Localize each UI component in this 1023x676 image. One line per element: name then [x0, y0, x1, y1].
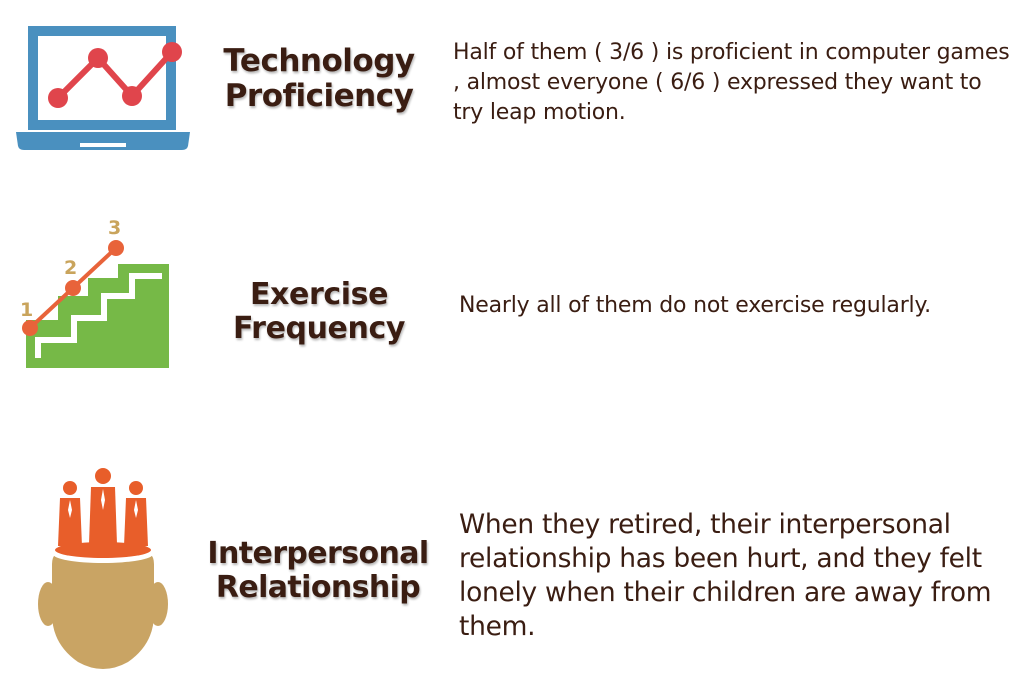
step-label-2: 2 — [64, 257, 77, 279]
interpersonal-relationship-heading: Interpersonal Relationship — [203, 537, 433, 604]
heading-line-2: Frequency — [233, 310, 405, 346]
heading-line-2: Relationship — [215, 569, 421, 605]
step-label-3: 3 — [108, 217, 121, 239]
laptop-chart-icon — [16, 26, 190, 150]
stairs-steps-icon: 1 2 3 — [20, 217, 169, 368]
exercise-frequency-heading: Exercise Frequency — [216, 278, 422, 345]
heading-line-2: Proficiency — [224, 77, 414, 114]
step-label-1: 1 — [20, 299, 33, 321]
head-people-icon — [38, 468, 168, 669]
heading-line-1: Interpersonal — [207, 536, 429, 571]
exercise-frequency-description: Nearly all of them do not exercise regul… — [459, 293, 931, 318]
heading-line-1: Exercise — [249, 277, 389, 312]
technology-proficiency-description: Half of them ( 3/6 ) is proficient in co… — [453, 40, 1010, 125]
interpersonal-relationship-description: When they retired, their interpersonal r… — [459, 509, 992, 642]
heading-line-1: Technology — [223, 43, 415, 79]
technology-proficiency-heading: Technology Proficiency — [208, 44, 430, 113]
